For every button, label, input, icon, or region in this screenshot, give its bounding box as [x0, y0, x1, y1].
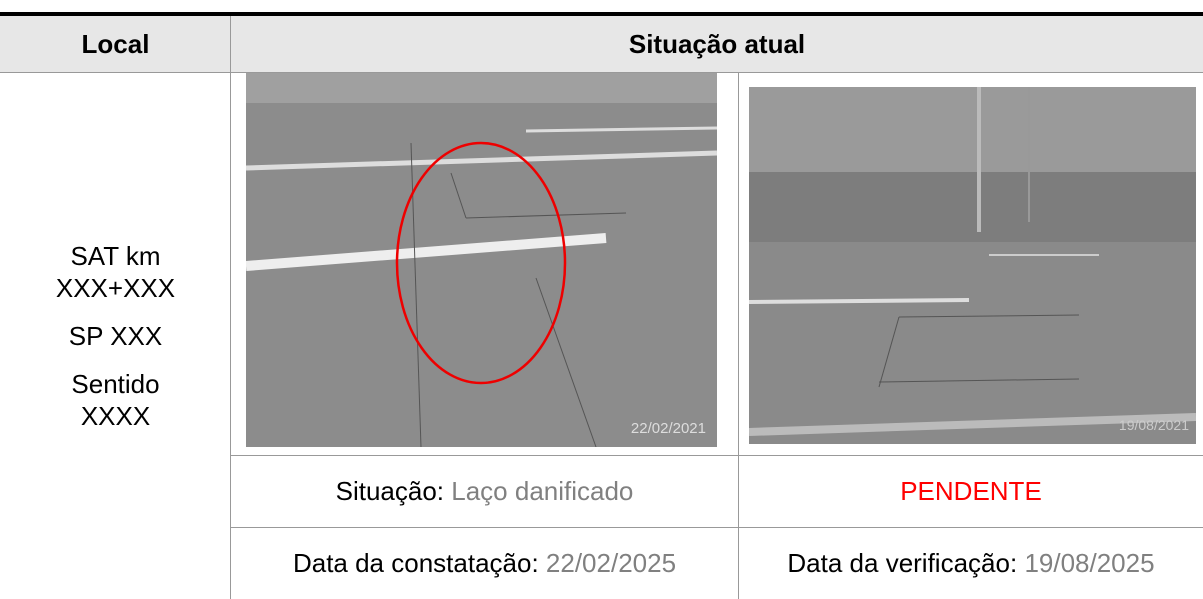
local-cell: SAT km XXX+XXX SP XXX Sentido XXXX — [0, 72, 231, 599]
header-situacao: Situação atual — [230, 16, 1203, 72]
date-value: 19/08/2025 — [1024, 548, 1155, 578]
local-line: SAT km XXX+XXX — [55, 241, 176, 303]
date-value: 22/02/2025 — [545, 548, 677, 578]
photo-after: 19/08/2021 — [749, 87, 1196, 444]
local-line: Sentido XXXX — [71, 369, 160, 431]
status-cell: Situação: Laço danificado — [230, 455, 738, 527]
photo-cell: 19/08/2021 — [738, 72, 1203, 455]
top-rule — [0, 12, 1203, 16]
header-local: Local — [0, 16, 231, 72]
photo-date: 19/08/2021 — [1119, 417, 1189, 433]
status-label: Situação: — [335, 476, 445, 506]
photo-before: 22/02/2021 — [246, 73, 717, 447]
date-cell: Data da constatação: 22/02/2025 — [230, 527, 738, 599]
photo-date: 22/02/2021 — [631, 420, 706, 437]
status-value: Laço danificado — [451, 476, 634, 506]
date-cell: Data da verificação: 19/08/2025 — [738, 527, 1203, 599]
date-label: Data da verificação: — [787, 548, 1018, 578]
date-label: Data da constatação: — [292, 548, 539, 578]
status-result: PENDENTE — [738, 455, 1203, 527]
photo-cell: 22/02/2021 — [230, 72, 738, 455]
local-line: SP XXX — [68, 321, 163, 351]
